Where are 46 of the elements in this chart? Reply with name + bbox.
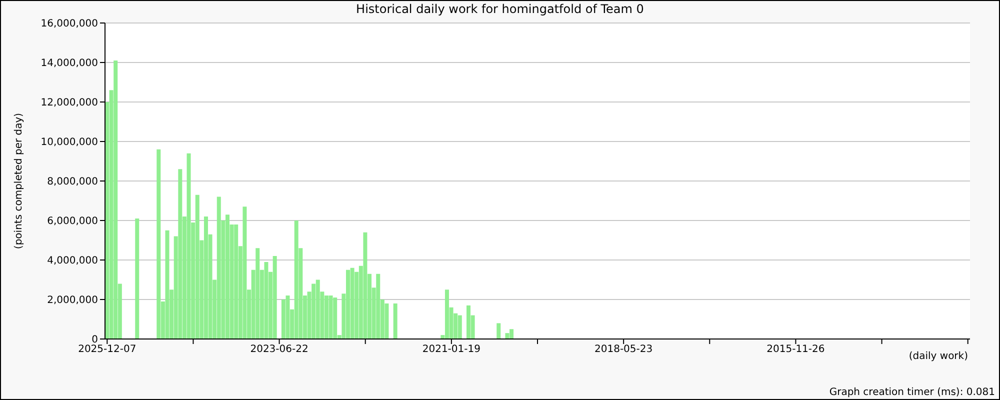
y-axis-title: (points completed per day) (14, 112, 24, 250)
bar (178, 169, 182, 339)
y-tick-label: 14,000,000 (40, 58, 98, 70)
bar (384, 303, 389, 339)
bar (256, 248, 260, 339)
bar (312, 284, 316, 339)
bar (272, 256, 277, 339)
bar (505, 333, 510, 339)
bar (195, 194, 200, 339)
x-tick-label: 2025-12-07 (78, 344, 136, 356)
x-tick-label: 2021-01-19 (422, 344, 480, 356)
y-tick-label: 10,000,000 (40, 137, 98, 148)
bar (156, 149, 161, 339)
bar (496, 323, 501, 339)
bar (376, 274, 380, 339)
bar (242, 206, 247, 339)
bar (281, 300, 286, 339)
y-tick-label: 6,000,000 (47, 216, 98, 228)
bar (294, 220, 298, 339)
text: Graph creation timer (ms): 0.081 (829, 387, 995, 398)
bar (114, 60, 118, 339)
bar (286, 296, 290, 339)
y-tick-label: 12,000,000 (40, 98, 98, 109)
bar (458, 315, 462, 339)
bar (316, 280, 320, 339)
bar (350, 268, 354, 339)
y-tick-label: 0 (92, 334, 98, 346)
x-axis-title: (daily work) (908, 351, 968, 362)
y-tick-label: 8,000,000 (47, 176, 98, 188)
bar (186, 153, 191, 339)
bar (333, 298, 338, 339)
bar (165, 230, 170, 339)
bar (135, 218, 140, 339)
y-tick-label: 4,000,000 (47, 256, 98, 267)
bar (264, 262, 268, 339)
bar (363, 232, 368, 339)
y-tick-label: 16,000,000 (40, 18, 98, 30)
bar (216, 196, 221, 339)
y-tick-label: 2,000,000 (47, 295, 98, 306)
bar (393, 303, 398, 339)
x-tick-label: 2023-06-22 (250, 344, 308, 356)
bar (328, 296, 333, 339)
x-tick-label: 2015-11-26 (766, 344, 825, 356)
chart-title: Historical daily work for homingatfold of Team 0 (355, 2, 645, 16)
bar (234, 224, 238, 339)
x-tick-label: 2018-05-23 (594, 344, 653, 356)
